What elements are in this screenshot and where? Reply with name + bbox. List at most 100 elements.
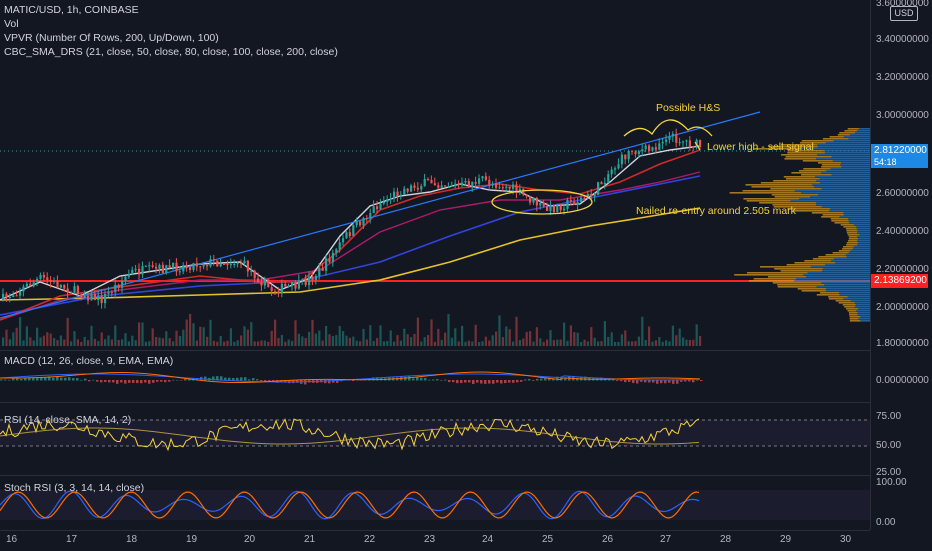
reentry-annotation: Nailed re-entry around 2.505 mark [636, 205, 796, 217]
rsi-band [0, 420, 870, 446]
vpvr-row-up [801, 192, 870, 194]
time-label: 17 [66, 534, 78, 545]
candle-body [158, 264, 161, 269]
trend-line[interactable] [0, 111, 761, 319]
rsi-pane [0, 418, 870, 452]
vpvr-row-up [856, 228, 870, 230]
macd-histogram-bar [464, 380, 467, 383]
candle-body [573, 201, 576, 205]
vpvr-row-down [787, 208, 831, 210]
head-shoulders-shape[interactable] [623, 119, 713, 137]
pane-separator[interactable] [0, 475, 932, 476]
macd-histogram-bar [224, 377, 227, 381]
volume-bar [59, 335, 62, 346]
price-axis[interactable] [870, 0, 932, 530]
price-axis-label: 3.00000000 [876, 110, 929, 121]
macd-histogram-bar [484, 380, 487, 384]
volume-bar [66, 317, 69, 346]
volume-bar [178, 336, 181, 346]
vpvr-row-down [743, 198, 800, 200]
vpvr-row-up [814, 176, 870, 178]
stoch-legend: Stoch RSI (3, 3, 14, 14, close) [4, 482, 145, 494]
macd-histogram-bar [148, 380, 151, 384]
reentry-ellipse[interactable] [491, 189, 593, 215]
candle-body [87, 295, 90, 301]
macd-histogram-bar [496, 380, 499, 383]
macd-histogram-bar [160, 380, 163, 382]
candle-body [331, 252, 334, 263]
candle-body [420, 186, 423, 190]
vpvr-row-up [814, 186, 870, 188]
volume-bar [410, 337, 413, 346]
macd-histogram-bar [92, 379, 95, 381]
candle-body [580, 197, 583, 202]
volume-bar [301, 336, 304, 346]
time-label: 29 [780, 534, 792, 545]
volume-bar [512, 341, 515, 346]
macd-histogram-bar [264, 380, 267, 382]
vpvr-row-down [746, 272, 808, 274]
rsi-sma-line [0, 427, 700, 445]
volume-bar [508, 329, 511, 346]
volume-bar [53, 338, 56, 346]
volume-bar [263, 340, 266, 346]
candle-body [427, 178, 430, 181]
candle-body [328, 258, 331, 263]
vpvr-row-down [748, 280, 795, 282]
vpvr-row-up [843, 136, 870, 138]
volume-bar [182, 329, 185, 346]
macd-histogram-bar [284, 380, 287, 383]
candle-body [495, 183, 498, 188]
candle-body [311, 276, 314, 281]
vpvr-row-down [746, 200, 791, 202]
candle-body [297, 280, 300, 289]
candle-body [682, 141, 685, 143]
vpvr-row-up [810, 266, 870, 268]
vpvr-row-up [825, 264, 870, 266]
volume-bar [641, 316, 644, 346]
vpvr-row-up [816, 286, 870, 288]
volume-bar [161, 338, 164, 346]
candlesticks [2, 128, 702, 309]
candle-body [631, 150, 634, 152]
volume-bar [654, 340, 657, 346]
macd-histogram-bar [564, 377, 567, 381]
volume-bar [335, 335, 338, 346]
vpvr-row-up [821, 282, 870, 284]
macd-histogram-bar [220, 376, 223, 381]
volume-bar [100, 332, 103, 346]
current-price-tag[interactable]: 2.81220000 [871, 144, 928, 158]
candle-body [212, 258, 215, 261]
volume-bar [331, 336, 334, 346]
candle-body [90, 293, 93, 301]
candle-body [457, 183, 460, 186]
volume-bar [583, 339, 586, 346]
vpvr-row-down [838, 302, 855, 304]
candle-body [73, 286, 76, 293]
vpvr-row-down [847, 128, 859, 130]
time-label: 22 [364, 534, 376, 545]
volume-bar [131, 335, 134, 346]
volume-profile [729, 128, 870, 322]
macd-histogram-bar [328, 380, 331, 384]
pane-separator[interactable] [0, 350, 932, 351]
macd-histogram-bar [252, 378, 255, 381]
vpvr-row-down [785, 156, 832, 158]
chart-canvas[interactable] [0, 0, 870, 530]
macd-histogram-bar [528, 379, 531, 381]
pane-separator[interactable] [0, 402, 932, 403]
time-axis[interactable] [0, 530, 870, 551]
volume-bar [634, 341, 637, 346]
macd-histogram-bar [72, 378, 75, 381]
macd-histogram-bar [520, 380, 523, 382]
time-label: 28 [720, 534, 732, 545]
candle-body [603, 182, 606, 185]
volume-bar [359, 341, 362, 346]
support-price-tag[interactable]: 2.13869200 [871, 274, 928, 288]
volume-bar [423, 337, 426, 346]
candle-body [563, 208, 566, 211]
candle-body [614, 168, 617, 170]
rsi-axis-label: 75.00 [876, 411, 902, 422]
currency-badge[interactable]: USD [890, 6, 918, 21]
vpvr-row-down [839, 132, 856, 134]
